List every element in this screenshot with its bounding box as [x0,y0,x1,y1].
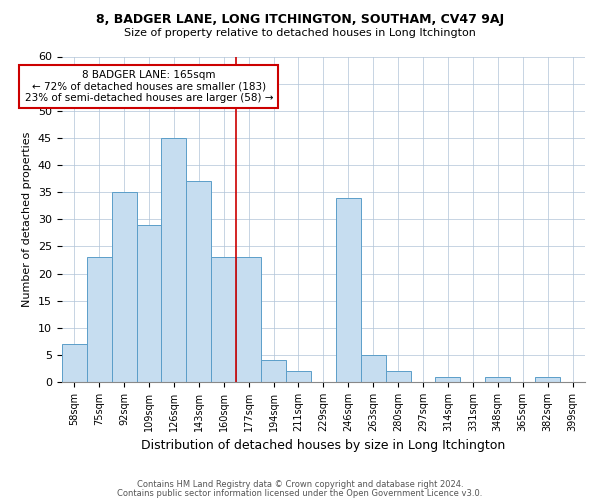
Bar [62,344,86,382]
X-axis label: Distribution of detached houses by size in Long Itchington: Distribution of detached houses by size … [141,440,505,452]
Bar [485,376,510,382]
Bar [211,258,236,382]
Y-axis label: Number of detached properties: Number of detached properties [22,132,32,307]
Bar [261,360,286,382]
Bar [286,371,311,382]
Bar [336,198,361,382]
Bar [112,192,137,382]
Bar [236,258,261,382]
Bar [535,376,560,382]
Bar [86,258,112,382]
Bar [386,371,410,382]
Text: 8, BADGER LANE, LONG ITCHINGTON, SOUTHAM, CV47 9AJ: 8, BADGER LANE, LONG ITCHINGTON, SOUTHAM… [96,12,504,26]
Bar [436,376,460,382]
Bar [161,138,187,382]
Text: Contains HM Land Registry data © Crown copyright and database right 2024.: Contains HM Land Registry data © Crown c… [137,480,463,489]
Text: 8 BADGER LANE: 165sqm
← 72% of detached houses are smaller (183)
23% of semi-det: 8 BADGER LANE: 165sqm ← 72% of detached … [25,70,273,103]
Bar [137,224,161,382]
Text: Contains public sector information licensed under the Open Government Licence v3: Contains public sector information licen… [118,488,482,498]
Text: Size of property relative to detached houses in Long Itchington: Size of property relative to detached ho… [124,28,476,38]
Bar [361,355,386,382]
Bar [187,182,211,382]
